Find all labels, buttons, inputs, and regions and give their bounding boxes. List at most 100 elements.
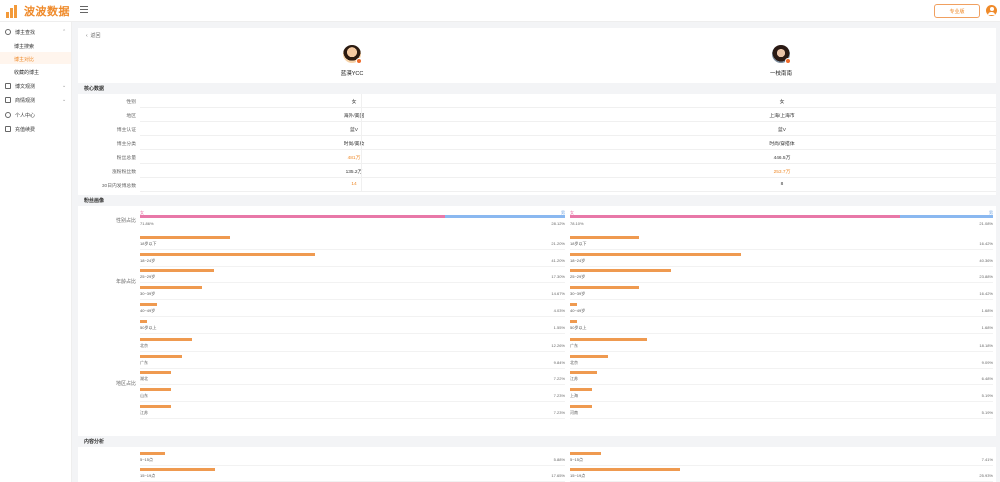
ratio-bar-fill — [140, 468, 215, 471]
item-divider — [140, 265, 565, 267]
region-ratio-item: 上海 5.19% — [570, 388, 993, 404]
row-divider — [140, 191, 996, 192]
blogger-b-value: 8 — [780, 182, 784, 187]
item-divider — [570, 351, 993, 352]
item-divider — [140, 249, 565, 250]
blogger-a-name[interactable]: 蓝漠YCC — [340, 71, 364, 77]
item-divider — [570, 299, 993, 301]
item-name: 50岁以上 — [570, 324, 587, 330]
sidebar-sub-favorites[interactable]: 收藏的博主 — [14, 70, 40, 76]
item-name: 北京 — [140, 343, 148, 348]
item-pct: 1.55% — [553, 324, 565, 330]
item-pct: 17.65% — [551, 473, 565, 478]
item-pct: 40.36% — [979, 257, 993, 263]
ratio-bar-fill — [570, 468, 680, 471]
search-circle-icon — [5, 29, 11, 35]
item-name: 40~49岁 — [570, 307, 586, 313]
sidebar-item-recharge[interactable]: 充值续费 — [0, 123, 72, 135]
logo-text: 波波数据 — [24, 6, 70, 18]
ratio-bar-fill — [570, 371, 598, 375]
item-pct: 1.68% — [981, 307, 993, 313]
sidebar-sub-blogger-compare[interactable]: 博主对比 — [14, 57, 35, 63]
region-ratio-item: 山东 7.23% — [140, 388, 565, 404]
item-pct: 4.03% — [553, 307, 565, 313]
blogger-b-avatar[interactable] — [772, 45, 791, 64]
core-data-row: 博主分类 时尚/美妆 时尚/穿搭体 — [78, 136, 996, 150]
ratio-bar-fill — [140, 371, 171, 375]
row-label: 涨粉粉丝数 — [112, 170, 136, 175]
row-divider — [140, 149, 996, 150]
age-ratio-item: 18岁以下 21.20% — [140, 236, 565, 252]
blogger-b-value: 上海/上海市 — [769, 114, 795, 119]
item-name: 25~29岁 — [570, 274, 586, 280]
ratio-bar-fill — [140, 302, 158, 306]
item-name: 18~24岁 — [140, 257, 156, 263]
row-label: 30日内发博总数 — [101, 184, 136, 189]
user-avatar-icon[interactable] — [986, 5, 997, 16]
row-label: 博主认证 — [116, 128, 136, 133]
section-title: 核心数据 — [84, 86, 105, 92]
age-ratio-item: 40~49岁 1.68% — [570, 302, 993, 319]
core-data-row: 地区 海外/美国 上海/上海市 — [78, 108, 996, 122]
row-divider — [361, 122, 362, 136]
item-pct: 7.41% — [981, 457, 993, 462]
sidebar-item-label: 充值续费 — [15, 126, 36, 133]
logo[interactable]: 波波数据 — [6, 3, 70, 19]
age-ratio-item: 25~29岁 17.30% — [140, 269, 565, 285]
sidebar-item-personal-center[interactable]: 个人中心 — [0, 109, 72, 121]
ratio-bar-fill — [570, 236, 640, 239]
male-pct: 28.12% — [551, 221, 565, 226]
age-ratio-item: 40~49岁 4.03% — [140, 302, 565, 319]
menu-toggle-icon[interactable] — [80, 6, 88, 14]
item-divider — [140, 384, 565, 386]
region-ratio-item: 湖北 7.22% — [140, 371, 565, 387]
core-data-row: 粉丝总量 481万 446.5万 — [78, 150, 996, 164]
ratio-bar-fill — [570, 388, 592, 392]
row-divider — [140, 177, 996, 178]
gender-ratio-bar: 女 男 71.86% 28.12% — [140, 210, 565, 232]
row-divider — [361, 108, 362, 122]
blogger-a-value: 14 — [351, 182, 357, 187]
pro-version-button[interactable]: 专业版 — [934, 4, 980, 18]
sidebar-sub-blogger-search[interactable]: 博主搜索 — [14, 44, 35, 50]
sidebar-item-blogger-search[interactable]: 博主查找 ⌃ — [0, 26, 72, 38]
section-content-analysis: 内容分析 — [78, 436, 996, 447]
row-divider — [361, 136, 362, 150]
blogger-b-name[interactable]: 一枝南南 — [769, 71, 792, 77]
gender-bar-track — [140, 215, 565, 218]
item-divider — [140, 465, 565, 466]
item-divider — [570, 417, 993, 419]
ratio-bar-fill — [140, 338, 193, 341]
item-divider — [570, 367, 993, 369]
region-ratio-item: 广东 18.18% — [570, 338, 993, 354]
item-pct: 5.19% — [981, 409, 993, 415]
back-link[interactable]: ‹ 返回 — [86, 33, 101, 39]
ratio-bar-fill — [570, 269, 671, 273]
ratio-bar-fill — [140, 286, 203, 290]
item-name: 25~29岁 — [140, 274, 156, 280]
item-divider — [140, 401, 565, 403]
region-ratio-item: 北京 12.26% — [140, 338, 565, 354]
ratio-bar-fill — [140, 452, 165, 455]
row-divider — [140, 163, 996, 164]
logo-bars-icon — [6, 4, 20, 18]
item-name: 18岁以下 — [140, 241, 157, 246]
content-time-item: 5~15点 5.88% — [140, 452, 565, 468]
item-pct: 23.88% — [979, 274, 993, 280]
age-ratio-item: 30~39岁 14.67% — [140, 286, 565, 302]
age-ratio-item: 30~39岁 16.42% — [570, 286, 993, 302]
section-core-data: 核心数据 — [78, 83, 996, 94]
ratio-bar-fill — [140, 252, 316, 256]
row-divider — [140, 107, 996, 108]
item-name: 50岁以上 — [140, 324, 157, 330]
item-divider — [140, 282, 565, 284]
sidebar-item-commerce-watch[interactable]: 商情观测 ⌄ — [0, 94, 72, 106]
item-pct: 41.20% — [551, 257, 565, 263]
female-tag: 女 — [570, 210, 574, 215]
age-ratio-item: 18岁以下 16.42% — [570, 236, 993, 252]
chart-icon — [5, 83, 11, 89]
item-pct: 9.09% — [981, 359, 993, 365]
sidebar-item-post-watch[interactable]: 博文观测 ⌄ — [0, 80, 72, 92]
blogger-a-avatar[interactable] — [343, 45, 362, 64]
item-name: 湖北 — [140, 376, 148, 382]
